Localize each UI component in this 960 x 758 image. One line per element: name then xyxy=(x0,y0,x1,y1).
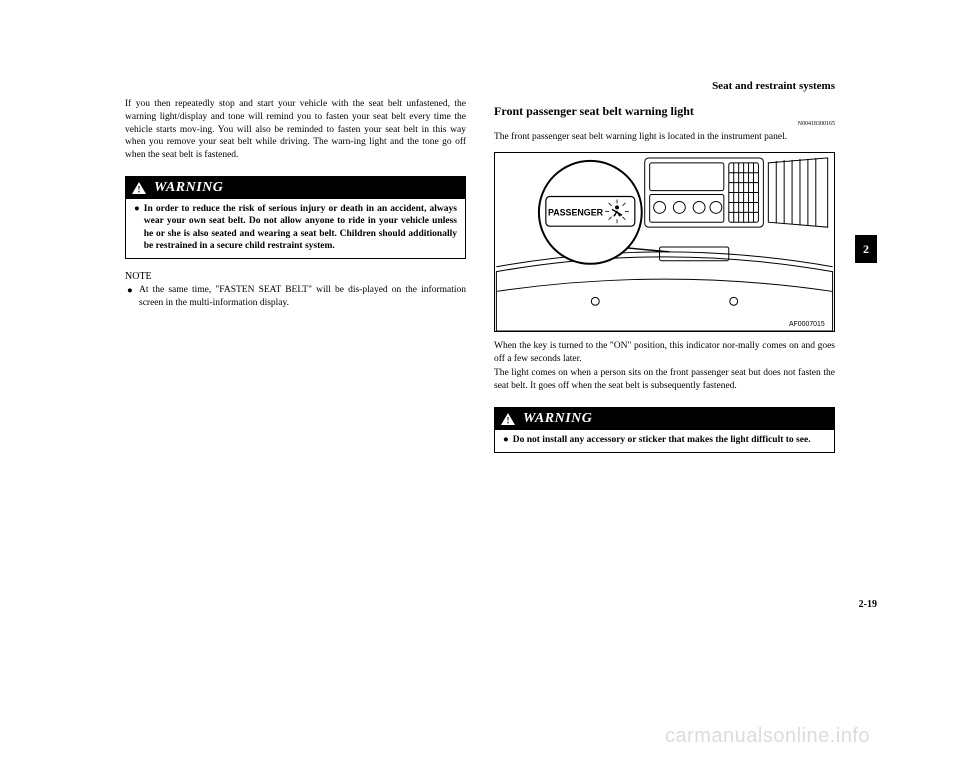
note-body: ● At the same time, "FASTEN SEAT BELT" w… xyxy=(125,284,466,310)
note-label: NOTE xyxy=(125,271,466,282)
warning-body: ● In order to reduce the risk of serious… xyxy=(126,199,465,258)
svg-text:!: ! xyxy=(138,185,141,195)
warning-header: ! WARNING xyxy=(495,408,834,430)
body-paragraph: When the key is turned to the "ON" posit… xyxy=(494,340,835,366)
bullet-icon: ● xyxy=(127,285,133,298)
warning-triangle-icon: ! xyxy=(501,413,515,425)
note-text: At the same time, "FASTEN SEAT BELT" wil… xyxy=(139,285,466,308)
warning-text: Do not install any accessory or sticker … xyxy=(513,434,811,446)
chapter-tab: 2 xyxy=(855,235,877,263)
passenger-label: PASSENGER xyxy=(548,207,604,217)
warning-title: WARNING xyxy=(154,180,223,196)
right-column: Seat and restraint systems Front passeng… xyxy=(494,80,835,590)
section-header: Seat and restraint systems xyxy=(494,80,835,92)
bullet-icon: ● xyxy=(134,203,140,252)
watermark: carmanualsonline.info xyxy=(665,725,870,748)
svg-text:!: ! xyxy=(507,416,510,426)
body-paragraph: If you then repeatedly stop and start yo… xyxy=(125,98,466,162)
subsection-heading: Front passenger seat belt warning light xyxy=(494,104,835,119)
warning-box: ! WARNING ● Do not install any accessory… xyxy=(494,407,835,453)
body-paragraph: The front passenger seat belt warning li… xyxy=(494,131,835,144)
warning-header: ! WARNING xyxy=(126,177,465,199)
body-paragraph: The light comes on when a person sits on… xyxy=(494,367,835,393)
dashboard-figure: PASSENGER AF0007015 xyxy=(494,152,835,332)
document-code: N00418300165 xyxy=(494,121,835,127)
page-number: 2-19 xyxy=(859,599,877,610)
warning-text: In order to reduce the risk of serious i… xyxy=(144,203,457,252)
warning-body: ● Do not install any accessory or sticke… xyxy=(495,430,834,452)
figure-code: AF0007015 xyxy=(789,321,825,328)
warning-triangle-icon: ! xyxy=(132,182,146,194)
warning-title: WARNING xyxy=(523,411,592,427)
left-column: If you then repeatedly stop and start yo… xyxy=(125,80,466,590)
warning-box: ! WARNING ● In order to reduce the risk … xyxy=(125,176,466,259)
bullet-icon: ● xyxy=(503,434,509,446)
page-content: 2 2-19 If you then repeatedly stop and s… xyxy=(125,80,835,590)
